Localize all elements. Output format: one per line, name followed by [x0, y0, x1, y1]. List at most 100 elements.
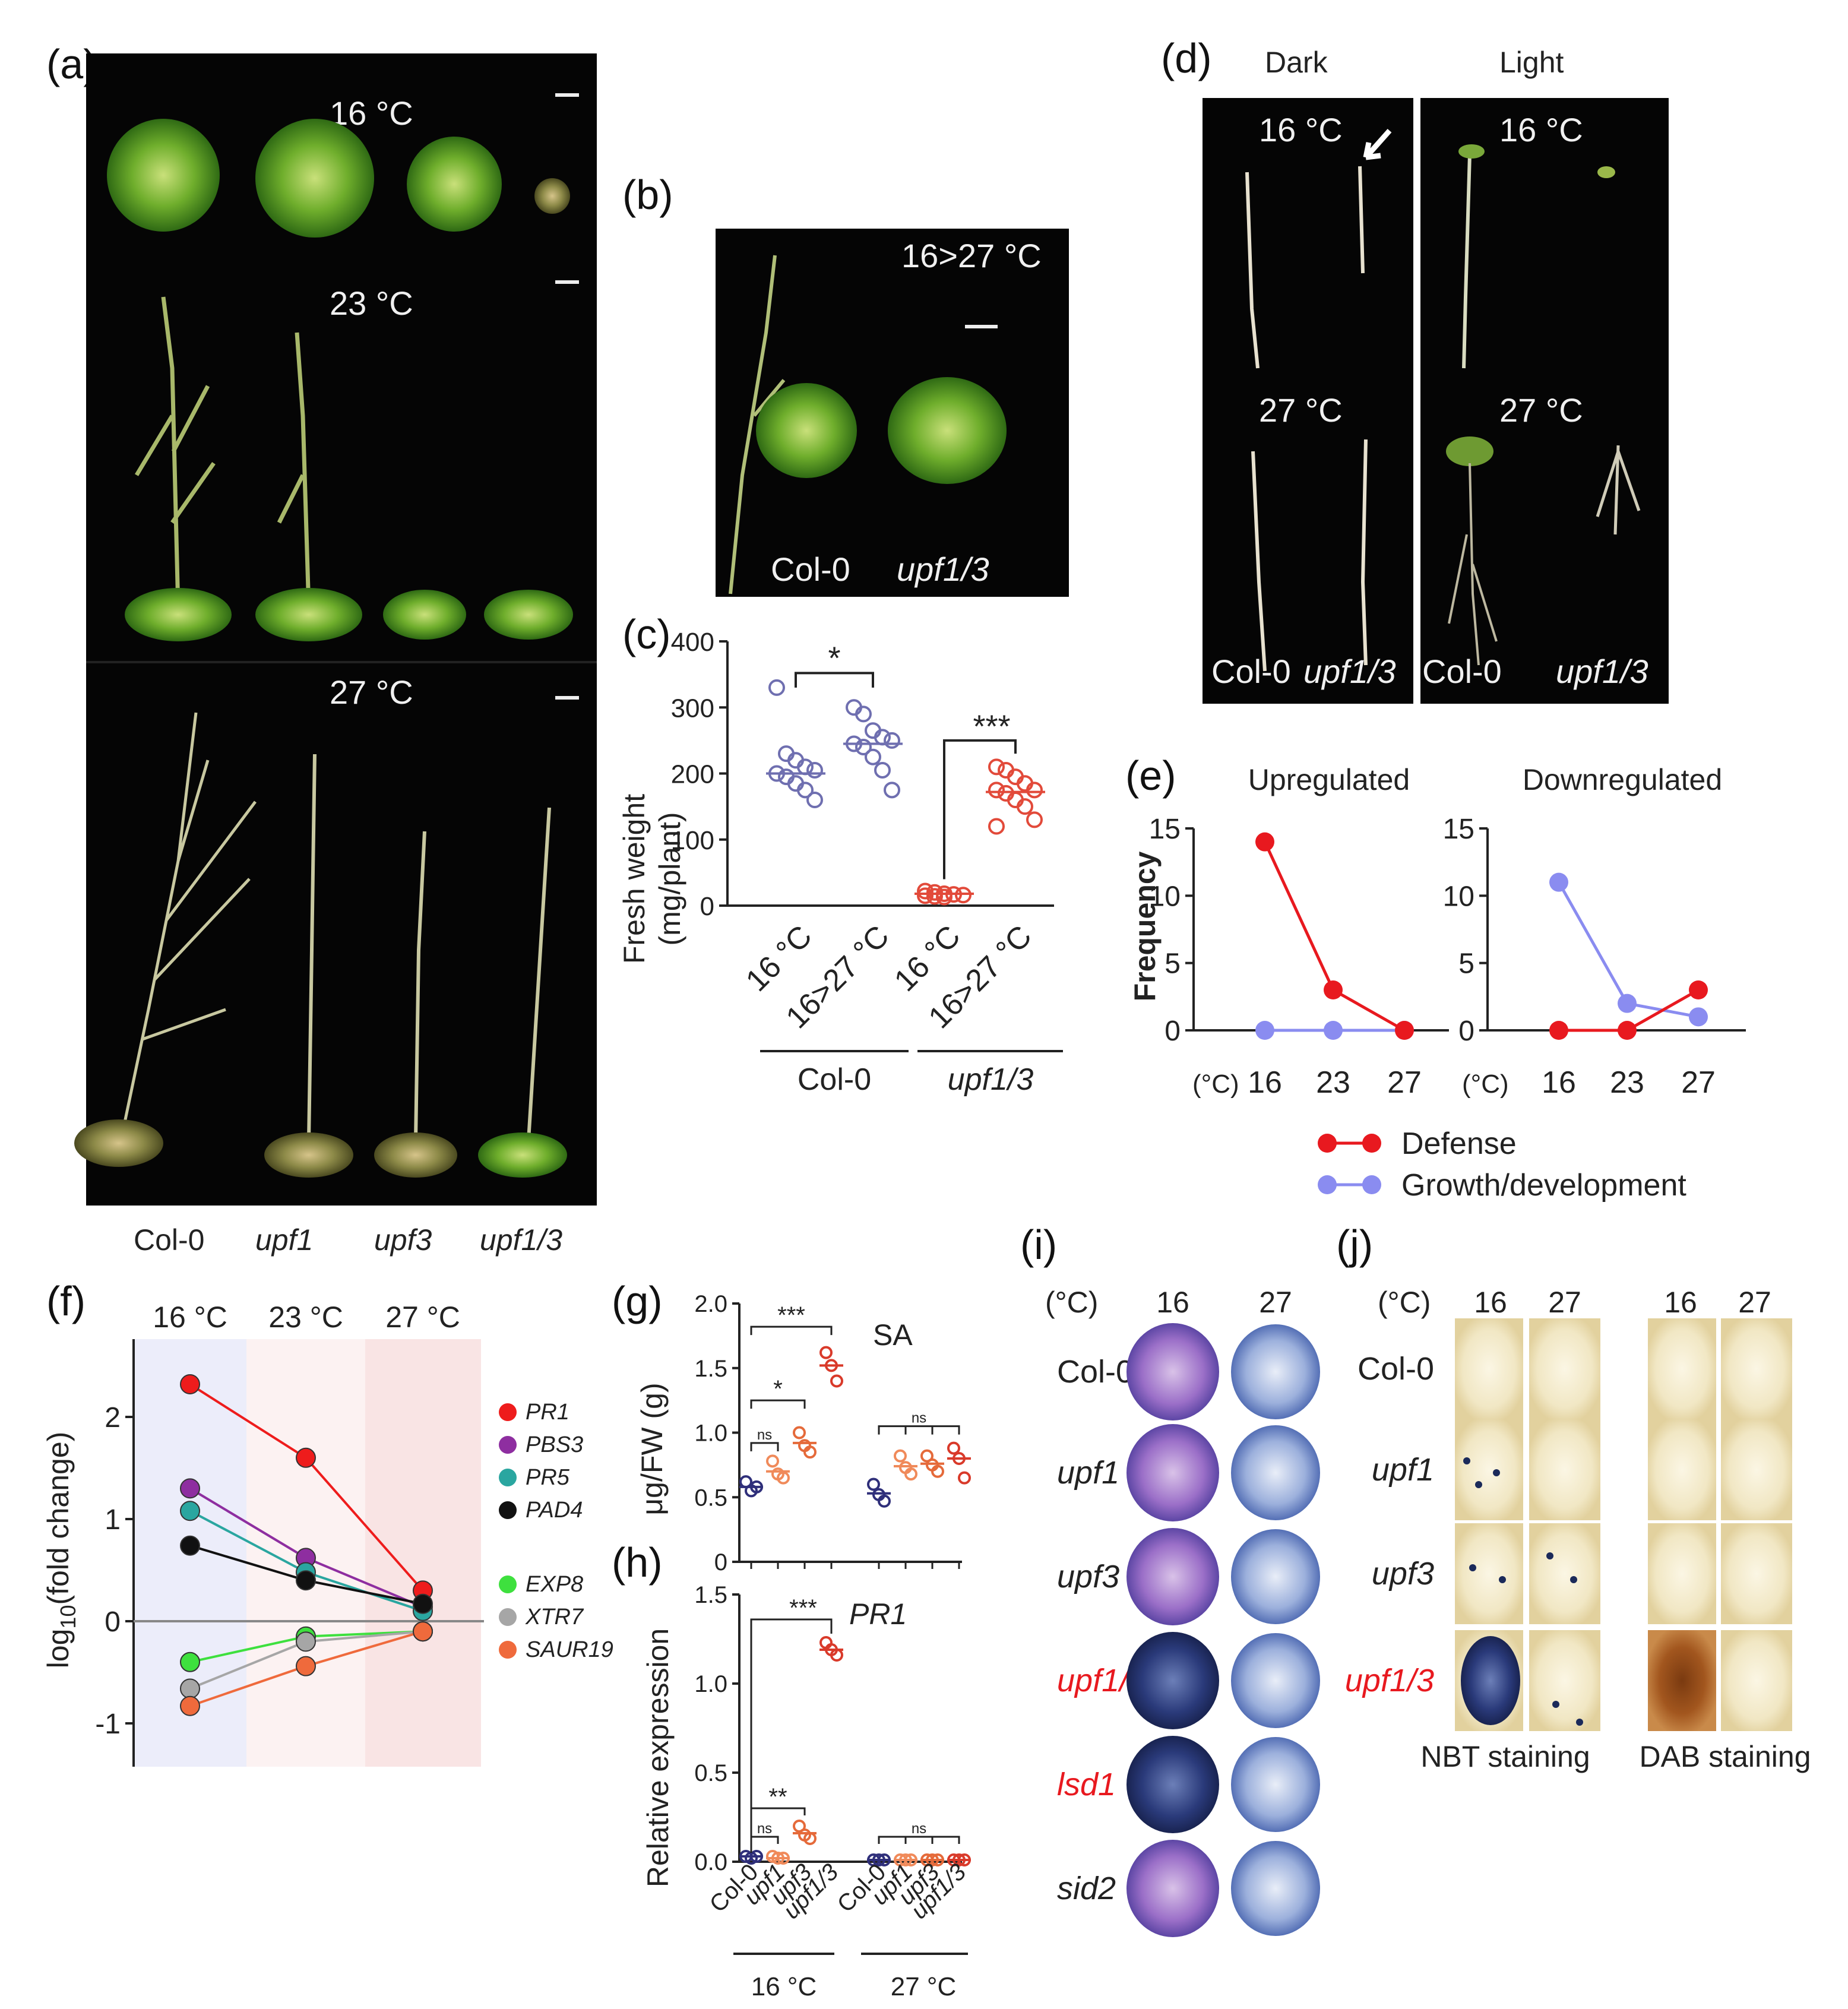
x-tick-label: 16 — [1248, 1065, 1282, 1100]
y-tick-label: 1.5 — [694, 1356, 727, 1382]
rosette-icon — [107, 119, 220, 232]
plant-27-col0 — [74, 712, 257, 1167]
y-tick-label: -1 — [95, 1709, 121, 1740]
y-tick-label: 0.0 — [694, 1849, 727, 1875]
sig-bracket — [878, 1425, 960, 1435]
panel-a-genotype-col0: Col-0 — [134, 1223, 204, 1257]
y-tick-label: 0 — [700, 892, 714, 921]
sig-label: ** — [768, 1784, 787, 1810]
leaf-icon — [1231, 1529, 1320, 1624]
panel-b-genotype-upf13: upf1/3 — [897, 551, 989, 588]
panel-d-temp-dark-16: 16 °C — [1259, 111, 1343, 148]
rosette-icon — [407, 137, 502, 232]
data-point — [296, 1656, 316, 1676]
sig-bracket — [750, 1399, 806, 1409]
sig-bracket — [750, 1442, 779, 1451]
leaf-icon — [1529, 1523, 1600, 1624]
leaf-icon — [1529, 1630, 1600, 1731]
data-point — [988, 782, 1005, 799]
leaf-icon — [1648, 1318, 1716, 1419]
panel-f-header-27: 27 °C — [385, 1301, 460, 1334]
panel-i-temp-27: 27 — [1259, 1286, 1292, 1319]
panel-e-xunit-up: (°C) — [1192, 1070, 1239, 1099]
panel-d-label: (d) — [1161, 35, 1212, 81]
panel-h-title: PR1 — [849, 1597, 907, 1631]
data-point — [884, 732, 900, 749]
sig-bracket — [750, 1836, 779, 1844]
group-label: upf1/3 — [948, 1062, 1034, 1097]
panel-i-genotype-label: sid2 — [1057, 1871, 1116, 1906]
data-point — [803, 1445, 817, 1459]
panel-e-legend-growth: Growth/development — [1401, 1168, 1686, 1203]
stain-dot — [1475, 1481, 1482, 1488]
data-point — [1017, 798, 1033, 815]
panel-d-temp-light-16: 16 °C — [1499, 111, 1583, 148]
data-point — [874, 761, 891, 779]
legend-label: EXP8 — [526, 1572, 583, 1597]
panel-e-xunit-down: (°C) — [1462, 1070, 1509, 1099]
data-point — [793, 1426, 806, 1439]
stain-dot — [1576, 1719, 1583, 1726]
panel-j-genotype-label: upf1 — [1372, 1452, 1434, 1488]
leaf-icon — [1231, 1633, 1320, 1728]
sig-label: *** — [789, 1595, 817, 1621]
panel-j-genotype-label: upf1/3 — [1345, 1663, 1434, 1698]
y-tick-label: 10 — [1149, 881, 1181, 912]
data-point — [180, 1678, 200, 1699]
data-point — [1618, 1021, 1637, 1040]
x-tick-label: 27 — [1681, 1065, 1716, 1100]
data-point — [1618, 994, 1637, 1013]
leaf-icon — [1455, 1419, 1523, 1520]
data-point — [1255, 1021, 1274, 1040]
y-tick-label: 0 — [714, 1549, 727, 1575]
panel-j-temp-nbt-16: 16 — [1474, 1286, 1507, 1319]
panel-j-leaves: Col-0 upf1 upf3 upf1/3 — [1345, 1318, 1792, 1731]
panel-i-genotype-label: lsd1 — [1057, 1767, 1116, 1802]
panel-d-condition-dark: Dark — [1265, 46, 1328, 79]
legend-marker — [499, 1436, 517, 1454]
panel-e-title-up: Upregulated — [1248, 763, 1410, 796]
sig-label: ns — [757, 1427, 772, 1443]
data-point — [917, 887, 934, 904]
panel-d-temp-light-27: 27 °C — [1499, 391, 1583, 429]
y-tick-label: 1 — [105, 1504, 121, 1536]
panel-j-stain-nbt: NBT staining — [1420, 1740, 1590, 1773]
plant-27-upf13 — [478, 807, 567, 1178]
leaf-icon — [1126, 1528, 1219, 1625]
panel-g-ylabel: μg/FW (g) — [635, 1382, 669, 1515]
leaf-icon — [1721, 1523, 1792, 1624]
panel-j-genotype-label: Col-0 — [1357, 1351, 1434, 1387]
panel-j-temp-dab-16: 16 — [1664, 1286, 1697, 1319]
data-point — [867, 1478, 880, 1491]
leaf-icon — [1455, 1318, 1523, 1419]
legend-marker — [499, 1403, 517, 1421]
panel-d-temp-dark-27: 27 °C — [1259, 391, 1343, 429]
panel-b-genotype-col0: Col-0 — [771, 551, 850, 588]
leaf-icon — [1455, 1523, 1523, 1624]
data-point — [1549, 872, 1568, 892]
sig-label: ns — [757, 1821, 772, 1837]
panel-d-genotype-dark-upf13: upf1/3 — [1303, 653, 1396, 690]
legend-marker — [499, 1641, 517, 1659]
leaf-icon — [1126, 1736, 1219, 1833]
sig-bracket — [943, 739, 1017, 879]
plant-27-upf1 — [264, 754, 353, 1178]
data-point — [768, 679, 785, 696]
data-point — [1026, 811, 1043, 828]
sig-bracket — [878, 1836, 960, 1844]
panel-b: (b) 16>27 °C Col-0 upf1/3 — [622, 172, 1069, 597]
panel-d-genotype-dark-col0: Col-0 — [1211, 653, 1291, 690]
panel-d-condition-light: Light — [1499, 46, 1564, 79]
series-line — [1263, 841, 1406, 1032]
panel-d-dark-photo — [1203, 98, 1413, 704]
panel-b-label: (b) — [622, 172, 673, 218]
data-point — [1026, 782, 1043, 799]
data-point — [955, 887, 972, 904]
sig-label: ns — [912, 1821, 926, 1837]
panel-g-title: SA — [873, 1318, 913, 1352]
data-point — [878, 1494, 891, 1508]
leaf-icon — [1126, 1840, 1219, 1937]
